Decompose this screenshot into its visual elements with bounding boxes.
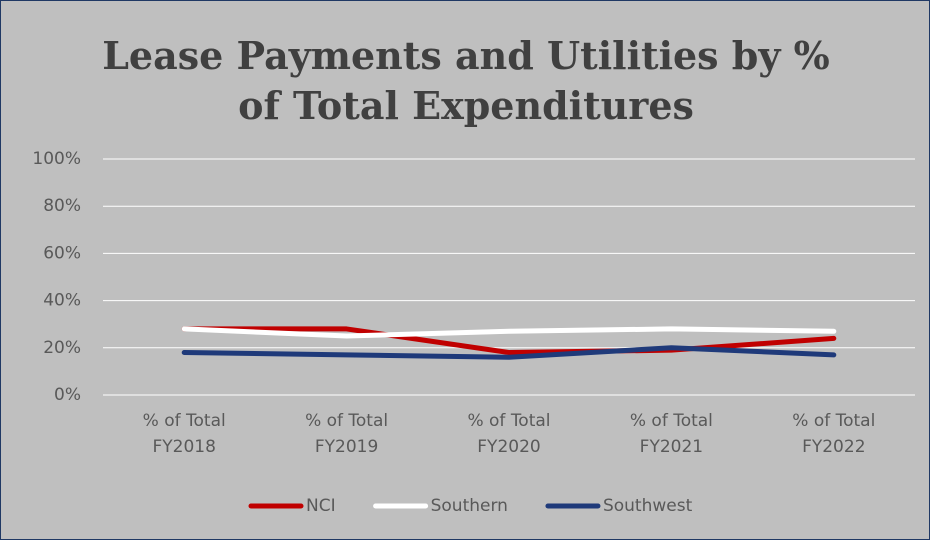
x-tick-label: % of Total FY2020: [467, 411, 551, 457]
line: [181, 326, 837, 339]
chart-title: Lease Payments and Utilities by % of Tot…: [102, 33, 830, 128]
y-tick-label: 100%: [32, 149, 81, 169]
y-tick-label: 0%: [54, 385, 81, 405]
x-tick-label: % of Total FY2022: [792, 411, 876, 457]
y-tick-label: 60%: [43, 243, 81, 263]
line: [181, 326, 837, 356]
y-tick-label: 40%: [43, 291, 81, 311]
y-tick-label: 80%: [43, 196, 81, 216]
legend-label: Southwest: [603, 496, 693, 516]
x-tick-label: % of Total FY2021: [629, 411, 713, 457]
x-tick-label: % of Total FY2019: [305, 411, 389, 457]
legend-label: Southern: [431, 496, 508, 516]
y-tick-label: 20%: [43, 338, 81, 358]
line: [181, 345, 837, 360]
x-tick-label: % of Total FY2018: [142, 411, 226, 457]
legend-label: NCI: [306, 496, 336, 516]
